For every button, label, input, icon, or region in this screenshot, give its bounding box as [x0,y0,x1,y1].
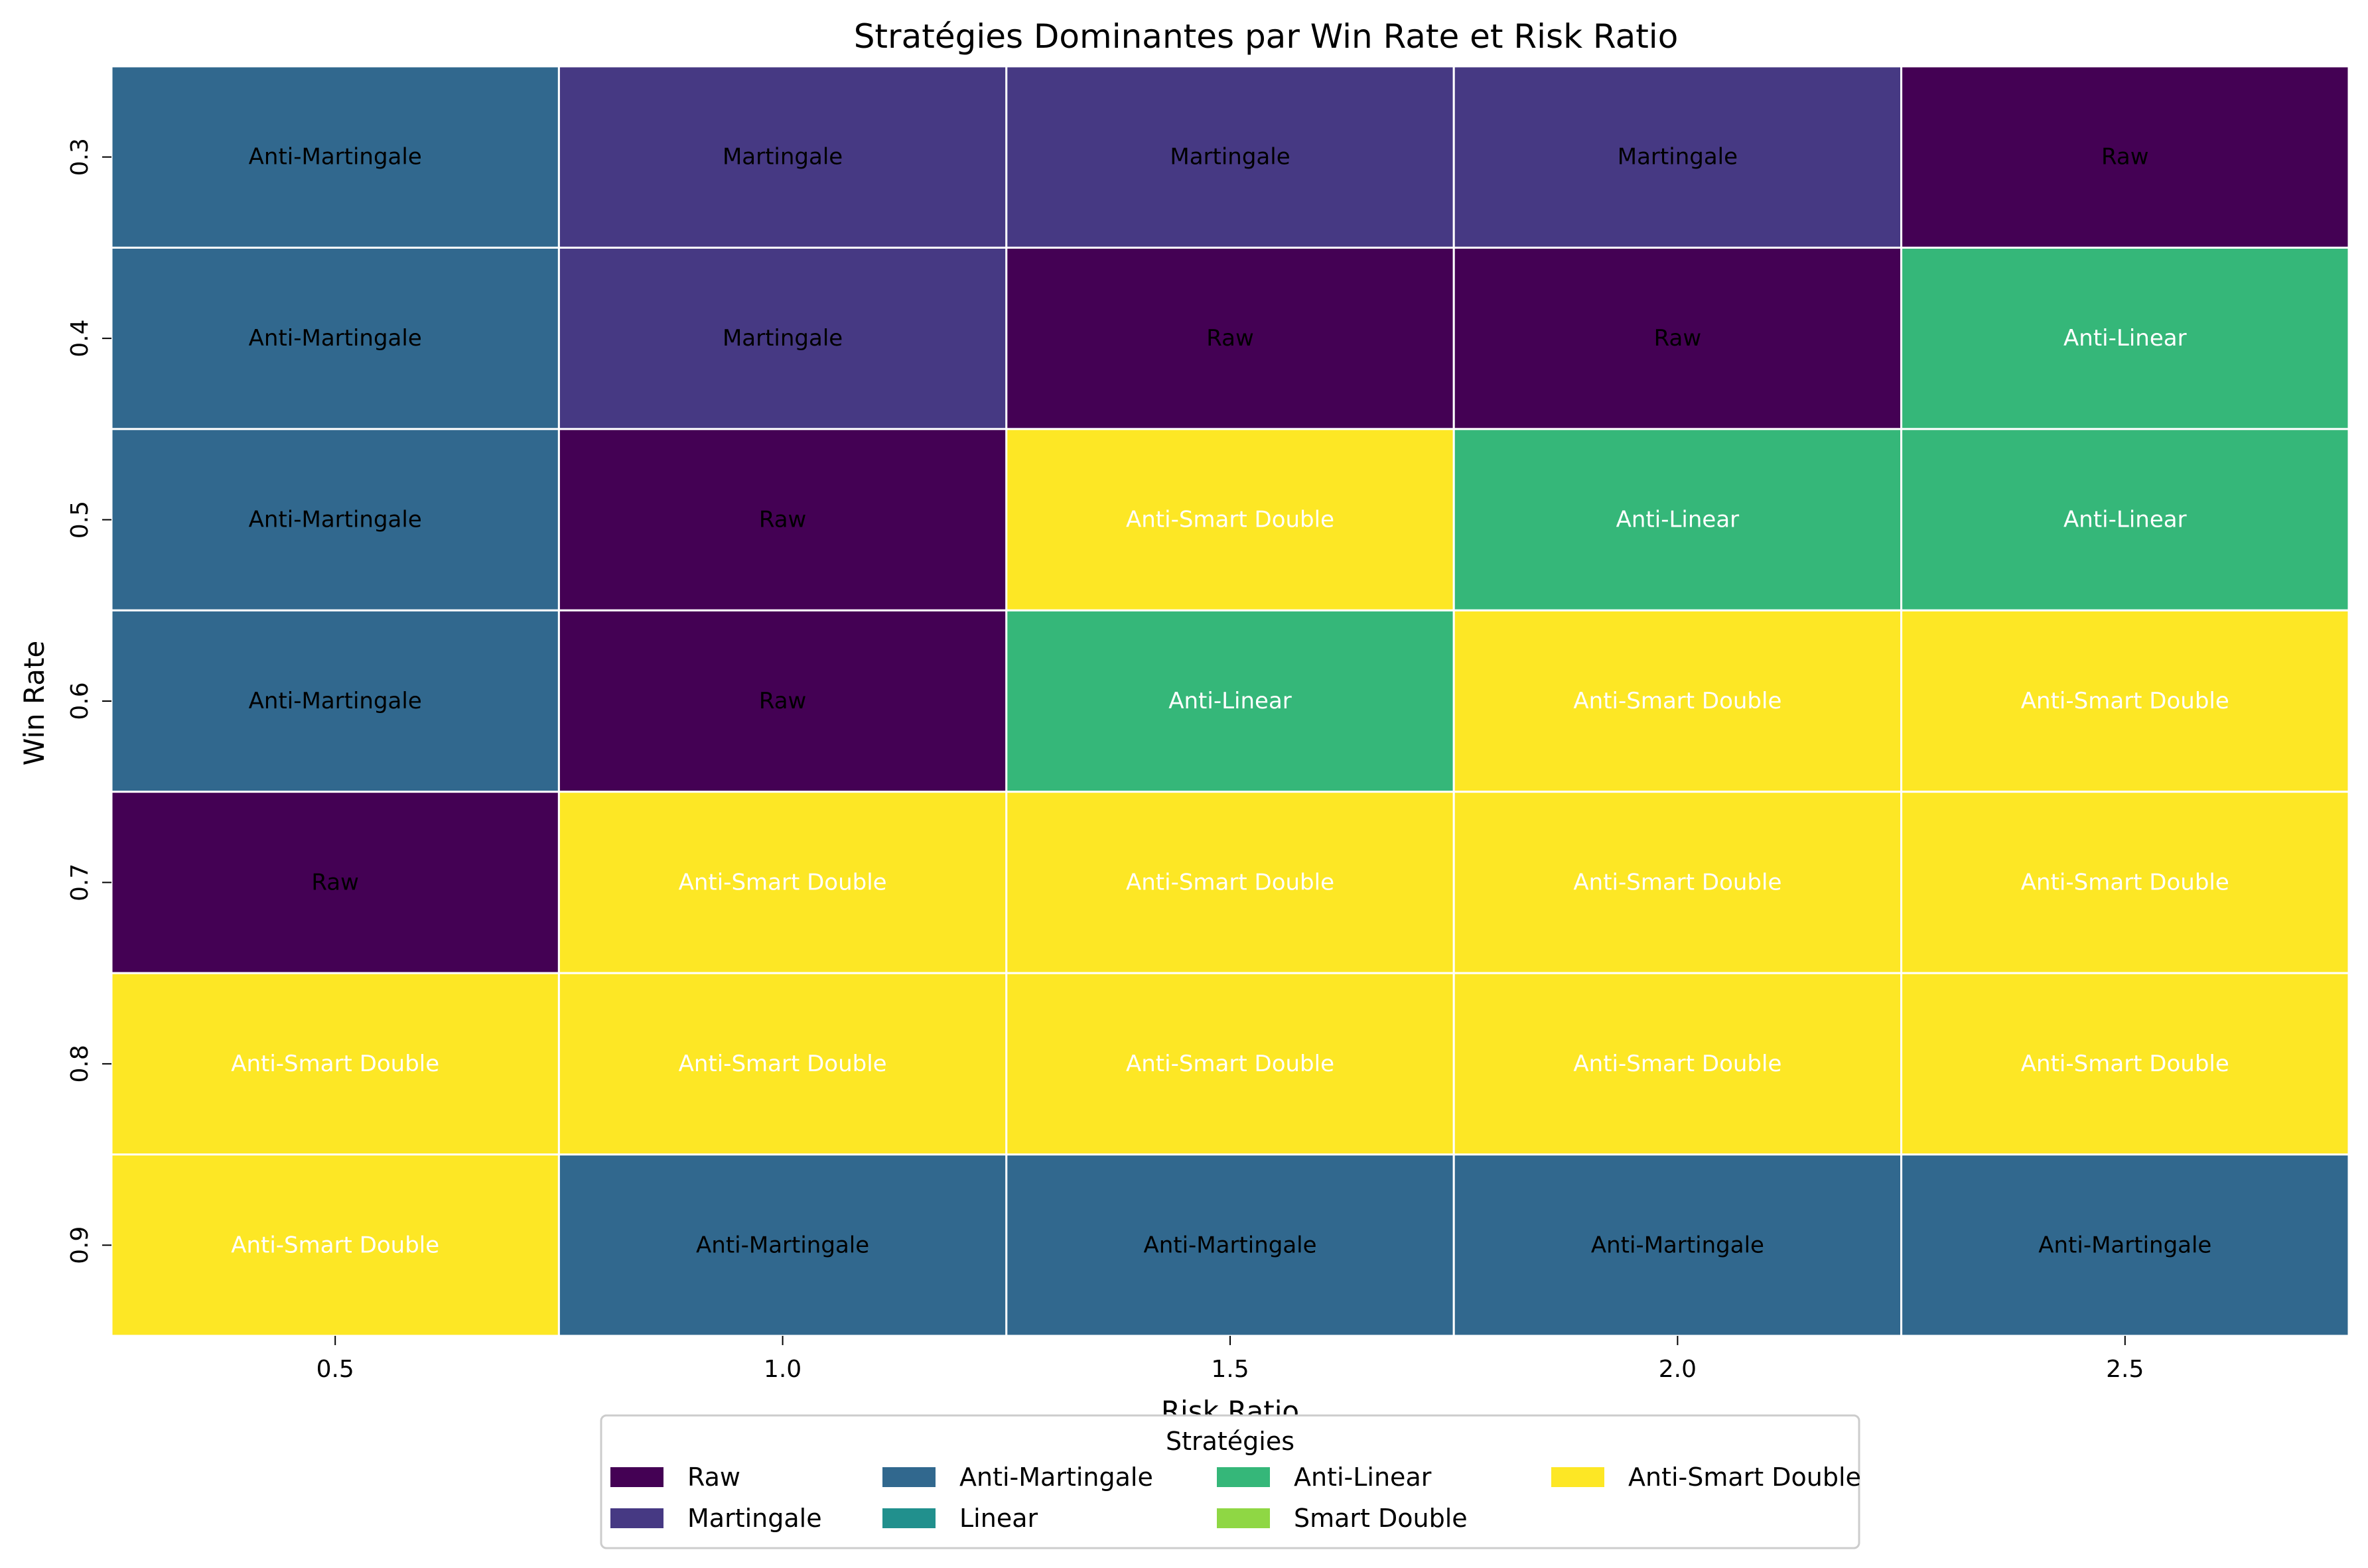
y-tick-label: 0.5 [66,501,94,539]
legend-items: Raw Martingale Anti-Martingale Linear Anti-L… [610,1463,1861,1533]
heatmap-cell [1452,791,1903,974]
cell-label: Anti-Smart Double [1126,1051,1334,1077]
legend-label: Anti-Smart Double [1628,1463,1861,1492]
cell-label: Martingale [723,325,843,352]
cell-label: Anti-Linear [1168,688,1292,714]
cell-label: Anti-Smart Double [231,1051,439,1077]
x-tick-label: 0.5 [316,1356,354,1383]
cell-label: Martingale [723,144,843,170]
cell-label: Raw [1654,325,1702,352]
cell-label: Anti-Martingale [696,1232,869,1258]
cell-label: Anti-Smart Double [1573,869,1781,895]
cell-label: Anti-Martingale [249,507,422,533]
cell-label: Anti-Smart Double [679,869,887,895]
heatmap-cell [1005,609,1455,793]
cell-label: Raw [759,507,807,533]
axes: 0.5 1.0 1.5 2.0 2.5 0.3 0.4 0.5 0.6 0.7 0.8 0.9 [66,138,2144,1383]
heatmap-cell [1005,1153,1455,1337]
legend-title: Stratégies [1166,1427,1294,1456]
legend-swatch [1217,1508,1270,1528]
heatmap-cell [557,791,1008,974]
heatmap-cell [1452,65,1903,249]
heatmap-cell [110,791,560,974]
cell-label: Martingale [1618,144,1738,170]
cell-label: Anti-Martingale [1143,1232,1316,1258]
heatmap-cell [1005,246,1455,430]
heatmap-cell [557,246,1008,430]
heatmap-cell [1452,428,1903,612]
cell-label: Raw [759,688,807,714]
cell-label: Anti-Linear [2063,325,2187,352]
cell-label: Anti-Smart Double [1126,869,1334,895]
legend-label: Smart Double [1294,1504,1468,1533]
chart-title: Stratégies Dominantes par Win Rate et Ri… [854,17,1679,56]
cell-label: Anti-Linear [1616,507,1740,533]
cell-label: Raw [2101,144,2149,170]
cell-label: Anti-Smart Double [1573,1051,1781,1077]
cell-label: Anti-Martingale [2038,1232,2211,1258]
y-tick-label: 0.6 [66,682,94,720]
x-tick-label: 2.5 [2106,1356,2144,1383]
heatmap-cell [557,609,1008,793]
heatmap-cell [1452,972,1903,1156]
legend-label: Anti-Martingale [959,1463,1153,1492]
heatmap-cell [1452,609,1903,793]
heatmap-cells: Anti-Martingale Martingale Martingale Marti… [110,65,2350,1337]
y-tick-label: 0.9 [66,1226,94,1264]
cell-label: Anti-Smart Double [231,1232,439,1258]
cell-label: Anti-Martingale [1591,1232,1764,1258]
heatmap-cell [1005,791,1455,974]
cell-label: Anti-Smart Double [2021,688,2229,714]
legend-swatch [610,1508,663,1528]
heatmap-cell [1900,972,2350,1156]
x-tick-label: 1.5 [1211,1356,1249,1383]
x-tick-label: 2.0 [1659,1356,1697,1383]
heatmap-cell [1900,246,2350,430]
y-tick-label: 0.4 [66,320,94,358]
heatmap-cell [110,972,560,1156]
legend-label: Martingale [687,1504,822,1533]
legend-swatch [882,1467,936,1487]
cell-label: Anti-Smart Double [1126,507,1334,533]
heatmap-cell [1005,65,1455,249]
cell-label: Anti-Smart Double [2021,869,2229,895]
legend-swatch [1551,1467,1604,1487]
legend-label: Linear [959,1504,1038,1533]
legend-swatch [1217,1467,1270,1487]
x-tick-label: 1.0 [764,1356,801,1383]
heatmap-cell [1900,428,2350,612]
legend-label: Anti-Linear [1294,1463,1432,1492]
cell-label: Anti-Smart Double [2021,1051,2229,1077]
heatmap-cell [1452,246,1903,430]
heatmap-cell [557,428,1008,612]
legend-label: Raw [687,1463,740,1492]
y-tick-label: 0.8 [66,1045,94,1082]
cell-label: Anti-Martingale [249,144,422,170]
legend-swatch [882,1508,936,1528]
heatmap-cell [1452,1153,1903,1337]
heatmap-cell [1005,428,1455,612]
y-tick-label: 0.7 [66,864,94,901]
cell-label: Anti-Martingale [249,325,422,352]
cell-label: Anti-Martingale [249,688,422,714]
cell-label: Raw [311,869,359,895]
legend-swatch [610,1467,663,1487]
heatmap-cell [110,1153,560,1337]
heatmap-cell [110,65,560,249]
y-tick-label: 0.3 [66,138,94,176]
heatmap-cell [1900,609,2350,793]
y-axis-label: Win Rate [18,641,50,766]
heatmap-cell [557,65,1008,249]
cell-label: Anti-Smart Double [679,1051,887,1077]
heatmap-cell [1900,791,2350,974]
cell-label: Raw [1206,325,1254,352]
heatmap-cell [110,609,560,793]
cell-label: Anti-Linear [2063,507,2187,533]
cell-label: Martingale [1170,144,1290,170]
heatmap-cell [1900,1153,2350,1337]
cell-label: Anti-Smart Double [1573,688,1781,714]
legend: Stratégies Raw Martingale Anti-Martingale L… [600,1414,1861,1549]
